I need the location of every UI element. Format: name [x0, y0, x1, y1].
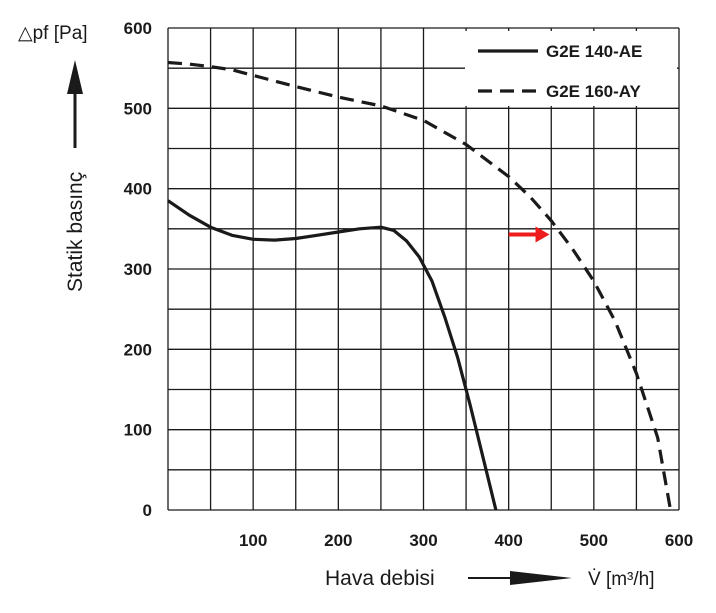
legend-box [465, 31, 677, 106]
x-tick-label: 300 [409, 531, 437, 550]
y-unit-label: △pf [Pa] [18, 23, 88, 44]
x-tick-label: 500 [580, 531, 608, 550]
x-unit-label: V̇ [m³/h] [588, 569, 655, 590]
y-tick-label: 300 [124, 260, 152, 279]
annotations [508, 226, 550, 243]
x-axis-label-group: Hava debisi V̇ [m³/h] [325, 567, 655, 590]
x-tick-label: 200 [324, 531, 352, 550]
y-tick-label: 0 [143, 501, 152, 520]
y-tick-label: 100 [124, 421, 152, 440]
y-tick-label: 200 [124, 340, 152, 359]
y-tick-label: 400 [124, 180, 152, 199]
x-axis-arrow-head [510, 571, 572, 585]
y-axis-label: Statik basınç [64, 172, 87, 292]
series-layer [167, 60, 673, 511]
x-tick-label: 600 [665, 531, 693, 550]
annotation-arrow-head [535, 226, 550, 243]
tick-labels: 100 200 300 400 500 600 0 100 200 300 400 500 600 [124, 19, 694, 550]
y-axis-label-group: Statik basınç [64, 60, 87, 292]
legend: G2E 140-AE G2E 160-AY [465, 31, 677, 106]
grid [167, 27, 680, 511]
x-tick-label: 100 [239, 531, 267, 550]
y-axis-arrow-head [67, 60, 83, 94]
legend-label-2: G2E 160-AY [546, 82, 641, 101]
series-line-1 [167, 199, 498, 511]
legend-label-1: G2E 140-AE [546, 42, 642, 61]
y-tick-label: 500 [124, 99, 152, 118]
series-line-2 [167, 60, 673, 511]
x-axis-label: Hava debisi [325, 567, 435, 590]
y-tick-label: 600 [124, 19, 152, 38]
x-tick-label: 400 [494, 531, 522, 550]
